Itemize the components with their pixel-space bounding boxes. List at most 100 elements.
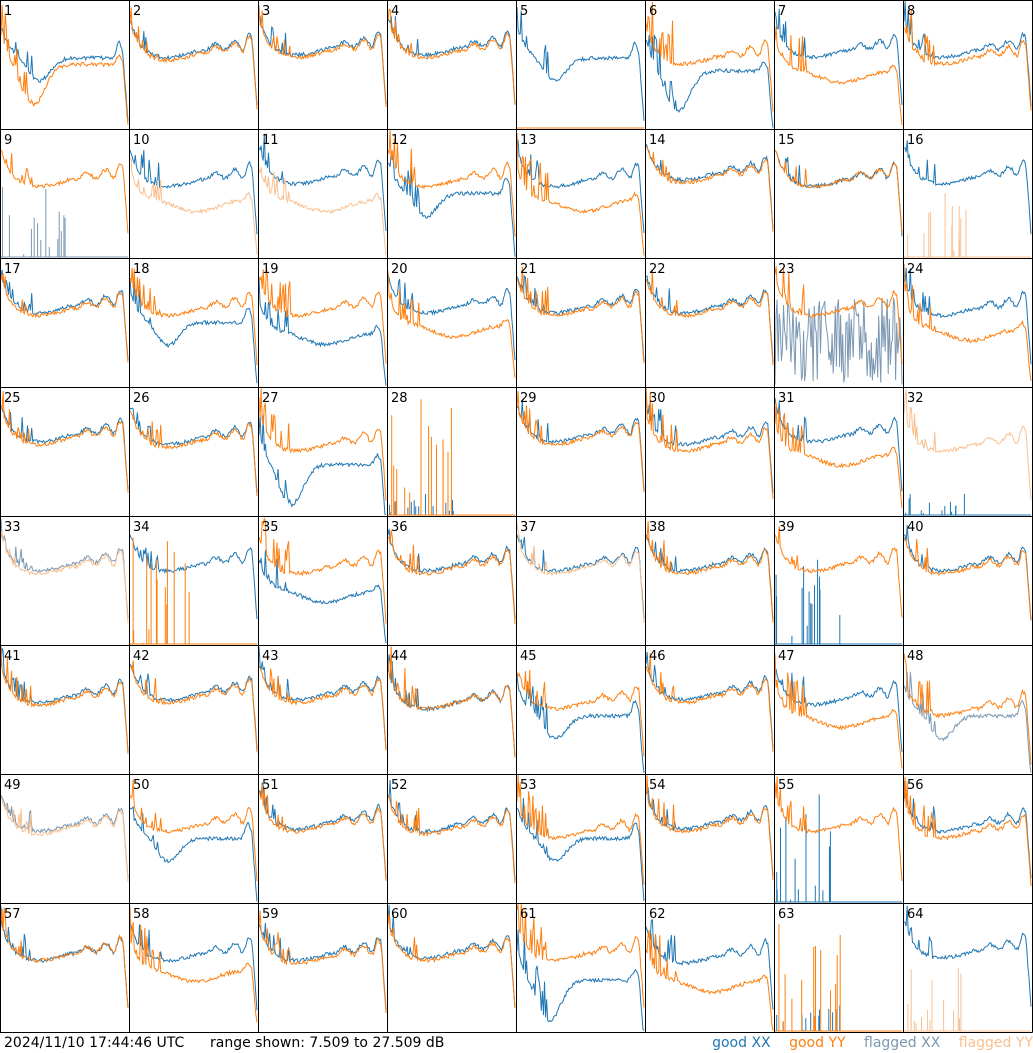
- panel-2: 2: [129, 4, 258, 110]
- panel-64-xx-line: [903, 905, 1032, 1007]
- panel-27-yy-line: [258, 388, 387, 501]
- panel-56-xx-line: [903, 781, 1032, 879]
- panel-39-xx-line: [775, 559, 902, 645]
- panel-38-label: 38: [649, 520, 666, 535]
- panel-62-label: 62: [649, 907, 666, 922]
- panel-38-yy-line: [645, 521, 774, 623]
- panel-18-label: 18: [133, 262, 150, 277]
- panel-37-xx-line: [516, 534, 645, 619]
- panel-49: 49: [0, 778, 129, 882]
- panel-46-yy-line: [645, 652, 774, 752]
- panel-49-xx-line: [0, 794, 129, 879]
- panel-62: 62: [645, 907, 774, 1031]
- panel-16-yy-line: [904, 193, 1031, 258]
- panel-58: 58: [129, 905, 258, 1023]
- panel-12-label: 12: [391, 133, 408, 148]
- legend: good XX good YY flagged XX flagged YY: [698, 1033, 1033, 1053]
- panel-19-yy-line: [258, 267, 387, 364]
- panel-46: 46: [645, 649, 774, 752]
- panel-48-xx-line: [903, 671, 1032, 773]
- panel-31-label: 31: [778, 391, 795, 406]
- panel-53-label: 53: [520, 778, 537, 793]
- panel-20-xx-line: [387, 273, 516, 360]
- panel-4-xx-line: [387, 16, 516, 104]
- panel-33-yy-line: [0, 531, 129, 624]
- panel-29-label: 29: [520, 391, 537, 406]
- panel-14-yy-line: [645, 145, 774, 232]
- panel-13: 13: [516, 132, 645, 256]
- panel-10: 10: [129, 133, 258, 255]
- range-text: range shown: 7.509 to 27.509 dB: [210, 1033, 444, 1053]
- panel-60-yy-line: [387, 913, 516, 1008]
- panel-38-xx-line: [645, 534, 774, 620]
- panel-42-xx-line: [129, 663, 258, 750]
- panel-34-yy-line: [130, 538, 257, 645]
- panel-8: 8: [903, 1, 1032, 111]
- panel-50-xx-line: [129, 806, 258, 902]
- panel-39-label: 39: [778, 520, 795, 535]
- panel-39: 39: [774, 520, 903, 645]
- panel-21-label: 21: [520, 262, 537, 277]
- panel-32-yy-line: [903, 389, 1032, 500]
- panel-1: 1: [0, 4, 129, 125]
- legend-flagged-yy-pol: YY: [1015, 1035, 1033, 1051]
- panel-45-label: 45: [520, 649, 537, 664]
- panel-10-label: 10: [133, 133, 150, 148]
- panel-39-yy-line: [774, 526, 903, 618]
- panel-59-xx-line: [258, 922, 387, 1011]
- panel-8-yy-line: [903, 9, 1032, 111]
- panel-15-yy-line: [774, 149, 903, 234]
- panel-60-xx-line: [387, 904, 516, 1009]
- panel-54-yy-line: [645, 775, 774, 881]
- panel-36-xx-line: [387, 529, 516, 619]
- panel-25-label: 25: [4, 391, 21, 406]
- panel-29-xx-line: [516, 400, 645, 491]
- panel-22-yy-line: [645, 270, 774, 366]
- legend-flagged-xx: flagged XX: [864, 1035, 940, 1051]
- panel-32-xx-line: [904, 493, 1031, 516]
- panel-53-xx-line: [516, 798, 645, 902]
- panel-36-yy-line: [387, 530, 516, 624]
- panel-11-label: 11: [262, 133, 279, 148]
- panel-3-xx-line: [258, 15, 387, 104]
- panel-14-label: 14: [649, 133, 666, 148]
- panel-45: 45: [516, 649, 645, 773]
- panel-32: 32: [903, 389, 1032, 516]
- panel-32-label: 32: [907, 391, 924, 406]
- legend-good-xx-word: good: [712, 1035, 747, 1051]
- panel-52: 52: [387, 778, 516, 884]
- panel-8-xx-line: [903, 1, 1032, 107]
- panel-43: 43: [258, 646, 387, 751]
- panel-48: 48: [903, 649, 1032, 773]
- range-unit: dB: [425, 1035, 445, 1051]
- panel-47-xx-line: [774, 668, 903, 752]
- panel-56: 56: [903, 776, 1032, 887]
- panel-33-label: 33: [4, 520, 21, 535]
- panel-52-label: 52: [391, 778, 408, 793]
- panel-60: 60: [387, 904, 516, 1009]
- legend-good-xx-pol: XX: [751, 1035, 771, 1051]
- panel-3: 3: [258, 4, 387, 107]
- panel-17-yy-line: [0, 273, 129, 363]
- panel-49-yy-line: [0, 797, 129, 882]
- panel-12-xx-line: [387, 151, 516, 257]
- panel-7-label: 7: [778, 4, 786, 19]
- panel-21: 21: [516, 262, 645, 364]
- legend-good-xx: good XX: [712, 1035, 771, 1051]
- panel-17-xx-line: [0, 269, 129, 361]
- panel-56-yy-line: [903, 776, 1032, 887]
- panel-40-xx-line: [903, 524, 1032, 620]
- panel-44: 44: [387, 646, 516, 758]
- panel-50: 50: [129, 778, 258, 902]
- panel-31: 31: [774, 391, 903, 508]
- panel-14: 14: [645, 133, 774, 232]
- panel-20-yy-line: [387, 270, 516, 379]
- panel-1-xx-line: [0, 27, 129, 121]
- panel-12: 12: [387, 130, 516, 257]
- panel-30-label: 30: [649, 391, 666, 406]
- panel-3-label: 3: [262, 4, 270, 19]
- panel-57-yy-line: [0, 907, 129, 1009]
- panel-19-xx-line: [258, 276, 387, 386]
